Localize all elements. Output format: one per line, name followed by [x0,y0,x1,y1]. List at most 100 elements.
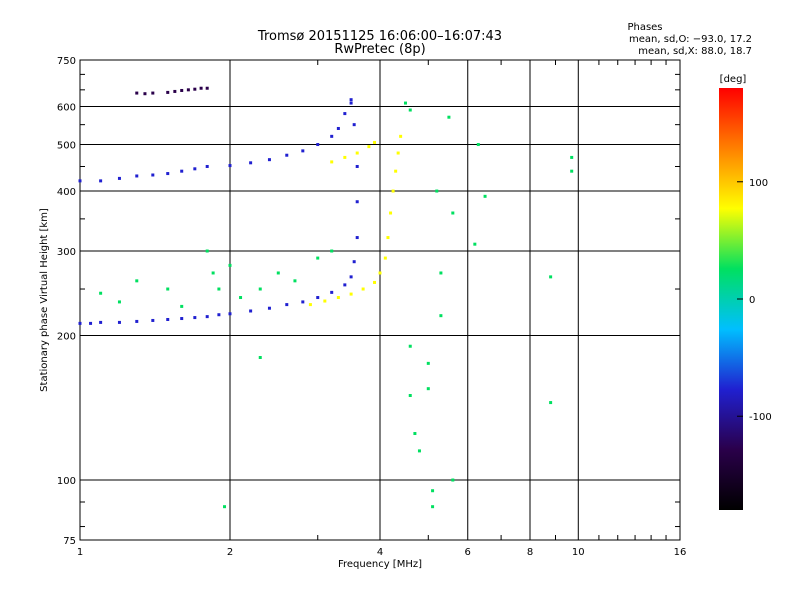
x-axis-label: Frequency [MHz] [338,559,422,570]
data-point [193,87,197,91]
data-point [193,316,197,320]
data-point [439,271,443,275]
data-point [352,123,356,127]
data-point [308,303,312,307]
data-point [408,108,412,112]
data-point [355,164,359,168]
data-point [343,155,347,159]
colorbar-ticks: 100 0 -100 [737,178,772,423]
data-point [228,312,232,316]
data-point [570,155,574,159]
y-tick-label: 75 [63,536,76,547]
data-point [217,313,221,317]
y-tick-label: 600 [57,103,76,114]
data-point [394,169,398,173]
data-point [476,143,480,147]
data-point [135,279,139,283]
data-point [431,489,435,493]
data-point [180,317,184,321]
data-point [570,169,574,173]
x-tick-label: 6 [465,547,471,558]
data-point [413,432,417,436]
data-point [349,98,353,102]
data-point [173,89,177,93]
data-point [373,140,377,144]
data-point [285,153,289,157]
data-point [205,86,209,90]
data-point [330,134,334,138]
x-tick-label: 8 [527,547,533,558]
data-point [361,287,365,291]
data-point [217,287,221,291]
data-point [301,149,305,153]
data-point [349,292,353,296]
data-point [343,112,347,116]
data-point [431,505,435,509]
data-point [89,321,93,325]
colorbar-tick-label: -100 [749,412,772,423]
data-point [249,309,253,313]
data-point [549,401,553,405]
data-point [323,299,327,303]
data-point [258,355,262,359]
data-point [267,306,271,310]
x-tick-label: 4 [377,547,383,558]
data-point [426,387,430,391]
data-point [473,242,477,246]
data-point [417,449,421,453]
y-axis-label: Stationary phase Virtual Height [km] [39,208,50,392]
data-point [186,88,190,92]
data-point [205,315,209,319]
data-point [389,211,393,215]
data-point [349,275,353,279]
data-point [193,167,197,171]
phases-title: Phases [627,22,662,33]
plot-area: 1 2 4 6 8 10 16 75 100 200 300 400 500 600 750 [57,56,686,558]
data-point [135,319,139,323]
x-tick-label: 10 [572,547,585,558]
data-point [293,279,297,283]
data-point [343,283,347,287]
data-point [258,287,262,291]
data-point [228,164,232,168]
chart-title: Tromsø 20151125 16:06:00–16:07:43 [257,29,502,44]
chart-subtitle: RwPretec (8p) [334,42,425,57]
data-point [316,256,320,260]
data-point [355,236,359,240]
colorbar-tick-label: 0 [749,295,755,306]
data-point [301,300,305,304]
data-point [399,134,403,138]
data-point [166,317,170,321]
data-point [135,91,139,95]
data-point [117,176,121,180]
data-point [267,158,271,162]
data-point [228,263,232,267]
data-point [483,194,487,198]
data-point [447,115,451,119]
data-point [373,280,377,284]
y-tick-label: 750 [57,56,76,67]
data-point [99,320,103,324]
data-point [435,189,439,193]
data-point [151,173,155,177]
data-point [276,271,280,275]
data-point [330,249,334,253]
data-point [99,291,103,295]
data-point [403,101,407,105]
data-point [378,271,382,275]
data-point [336,296,340,300]
data-points [78,86,574,509]
y-tick-label: 100 [57,476,76,487]
data-point [205,164,209,168]
data-point [549,275,553,279]
data-point [223,505,227,509]
data-point [180,88,184,92]
data-point [199,86,203,90]
data-point [367,145,371,149]
data-point [355,151,359,155]
data-point [99,179,103,183]
data-point [439,314,443,318]
data-point [355,200,359,204]
data-point [180,169,184,173]
data-point [408,394,412,398]
